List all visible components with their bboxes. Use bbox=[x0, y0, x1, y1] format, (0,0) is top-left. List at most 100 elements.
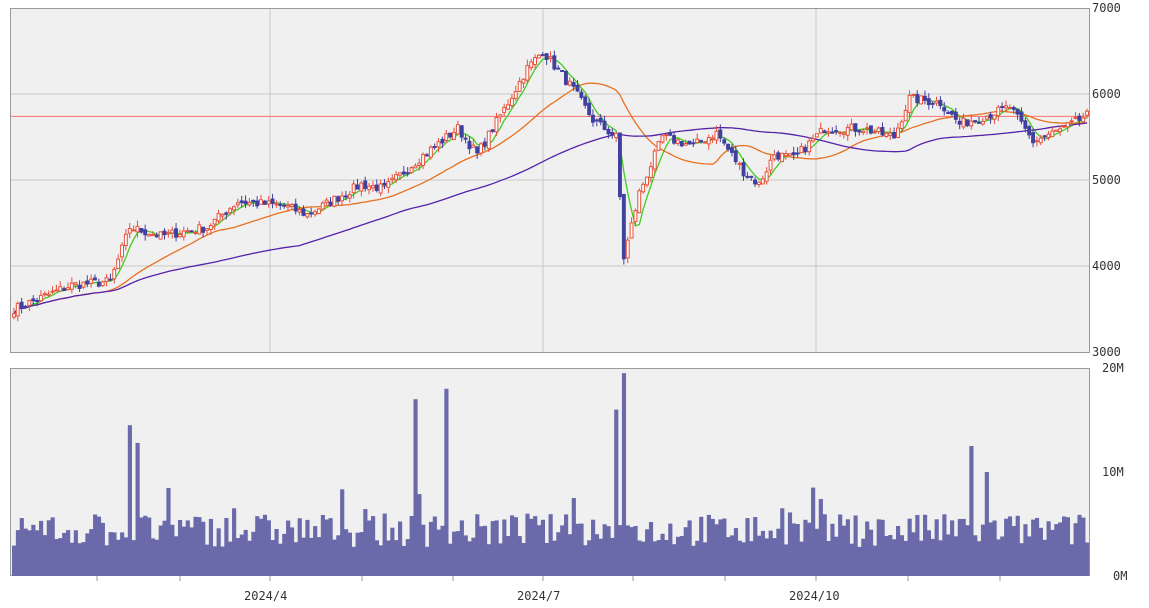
price-axis-labels: 7000 6000 5000 4000 3000 bbox=[1092, 1, 1121, 359]
volume-bar bbox=[888, 535, 893, 576]
candle-up bbox=[340, 195, 345, 202]
candle-up bbox=[428, 146, 433, 158]
volume-bar bbox=[1038, 527, 1043, 576]
candle-up bbox=[135, 225, 140, 233]
volume-bar bbox=[668, 523, 673, 576]
ma-mid-line bbox=[13, 82, 1088, 315]
volume-bar bbox=[100, 522, 105, 576]
candle-up bbox=[386, 181, 391, 188]
volume-bar bbox=[127, 425, 132, 576]
candle-up bbox=[652, 150, 657, 170]
volume-bar bbox=[579, 523, 584, 576]
volume-bar bbox=[683, 527, 688, 576]
volume-bar bbox=[1065, 517, 1070, 576]
candle-down bbox=[795, 152, 800, 155]
candle-down bbox=[255, 200, 260, 207]
volume-bar bbox=[235, 538, 241, 576]
volume-bar bbox=[536, 525, 542, 576]
volume-bar bbox=[853, 515, 858, 576]
volume-bar bbox=[409, 516, 414, 576]
candle-up bbox=[185, 230, 190, 233]
candle-up bbox=[896, 127, 900, 138]
volume-bar bbox=[780, 508, 785, 576]
volume-bar bbox=[583, 545, 588, 576]
candle-up bbox=[633, 210, 638, 223]
volume-bar bbox=[247, 540, 252, 576]
volume-bar bbox=[197, 517, 202, 576]
candle-down bbox=[579, 91, 584, 98]
candle-up bbox=[197, 224, 202, 235]
volume-bar bbox=[452, 531, 457, 576]
volume-bar bbox=[502, 519, 507, 576]
volume-bar bbox=[150, 538, 156, 576]
volume-bar bbox=[610, 537, 615, 576]
candle-up bbox=[1038, 137, 1043, 144]
candle-up bbox=[1073, 116, 1078, 119]
volume-bar bbox=[386, 540, 391, 576]
candle-down bbox=[1042, 135, 1047, 138]
candle-down bbox=[540, 54, 545, 57]
volume-bar bbox=[378, 545, 383, 576]
candle-up bbox=[116, 258, 121, 270]
candle-down bbox=[977, 121, 981, 124]
candle-up bbox=[961, 117, 966, 128]
volume-bar bbox=[467, 541, 472, 576]
volume-bar bbox=[540, 519, 546, 576]
volume-bar bbox=[845, 519, 850, 576]
volume-bar bbox=[834, 536, 839, 576]
volume-bar bbox=[135, 442, 140, 576]
candle-up bbox=[1065, 122, 1070, 128]
volume-bar bbox=[286, 520, 291, 576]
candle-down bbox=[776, 152, 781, 160]
volume-bar bbox=[591, 519, 596, 576]
volume-bar bbox=[1058, 522, 1063, 576]
volume-bar bbox=[799, 541, 804, 576]
candle-up bbox=[641, 183, 646, 193]
volume-bar bbox=[509, 515, 515, 576]
volume-bar bbox=[818, 499, 823, 576]
candle-down bbox=[23, 305, 28, 308]
volume-bar bbox=[880, 519, 885, 576]
candle-up bbox=[567, 80, 572, 86]
candle-up bbox=[1004, 105, 1008, 109]
candle-up bbox=[911, 93, 916, 96]
candle-down bbox=[77, 284, 82, 290]
candle-down bbox=[467, 140, 472, 150]
candle-up bbox=[120, 244, 124, 258]
candle-down bbox=[1011, 107, 1016, 110]
volume-bar bbox=[988, 522, 993, 576]
candle-up bbox=[529, 61, 534, 69]
candle-up bbox=[764, 171, 769, 182]
candle-up bbox=[876, 127, 881, 133]
volume-bar bbox=[529, 518, 534, 576]
candle-up bbox=[208, 225, 213, 230]
candle-down bbox=[224, 212, 229, 215]
candle-down bbox=[749, 175, 754, 178]
candle-up bbox=[861, 130, 866, 134]
volume-bar bbox=[293, 542, 298, 576]
candle-up bbox=[841, 132, 846, 135]
candle-up bbox=[498, 114, 503, 118]
volume-bar bbox=[556, 532, 561, 576]
candle-up bbox=[984, 115, 989, 120]
volume-bar bbox=[679, 536, 684, 576]
volume-bar bbox=[425, 546, 430, 576]
volume-bar bbox=[498, 543, 503, 576]
candle-up bbox=[417, 162, 422, 166]
candle-up bbox=[421, 153, 426, 166]
volume-bar bbox=[996, 539, 1001, 576]
candle-down bbox=[618, 132, 622, 198]
volume-bar bbox=[915, 515, 920, 576]
volume-bar bbox=[513, 517, 518, 576]
volume-bar bbox=[876, 519, 881, 576]
candle-up bbox=[100, 281, 105, 287]
volume-bar bbox=[398, 521, 403, 576]
volume-bar bbox=[811, 487, 816, 576]
volume-bar bbox=[702, 542, 708, 576]
candle-down bbox=[363, 180, 368, 189]
volume-bar bbox=[394, 540, 399, 576]
volume-bar bbox=[69, 542, 75, 576]
volume-bar bbox=[899, 535, 905, 576]
volume-bar bbox=[112, 532, 117, 576]
volume-bar bbox=[340, 489, 345, 576]
